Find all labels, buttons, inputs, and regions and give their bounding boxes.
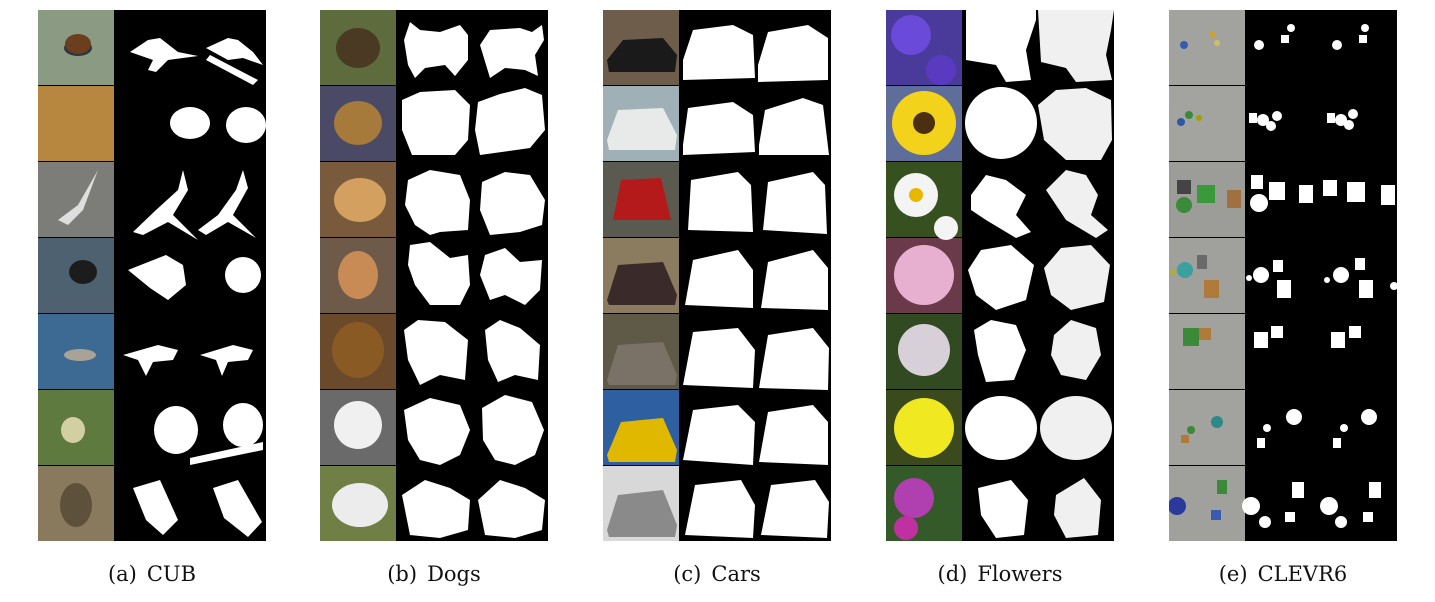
clevr6-photo-6	[1169, 390, 1245, 465]
cub-photo-5-bird	[64, 349, 96, 361]
flowers-grid	[886, 10, 1114, 541]
dogs-gt-masks	[402, 22, 470, 538]
cars-grid	[603, 10, 829, 541]
clevr6-photo-1	[1169, 10, 1245, 85]
panel-flowers	[886, 10, 1114, 541]
caption-name: Dogs	[427, 562, 481, 586]
caption-name: Cars	[711, 562, 761, 586]
caption-cars: (c) Cars	[603, 562, 831, 586]
caption-label: (a)	[107, 562, 137, 586]
caption-label: (c)	[673, 562, 702, 586]
flowers-gt-masks	[965, 10, 1037, 538]
clevr6-grid	[1169, 10, 1397, 541]
cub-grid	[38, 10, 266, 541]
panel-dogs	[320, 10, 548, 541]
cub-photo-2	[38, 86, 114, 161]
clevr6-photo-5	[1169, 314, 1245, 389]
cub-pred-masks	[190, 38, 266, 537]
cub-gt-masks	[123, 38, 210, 535]
cub-photo-3	[38, 162, 114, 237]
cub-photo-4-bird	[69, 260, 97, 284]
caption-cub: (a) CUB	[38, 562, 266, 586]
flowers-pred-masks	[1038, 10, 1114, 538]
cub-photo-3-bird	[58, 170, 98, 225]
caption-label: (e)	[1218, 562, 1248, 586]
panel-cars	[603, 10, 831, 541]
cub-photo-2-bird	[65, 34, 91, 54]
caption-name: CUB	[146, 562, 197, 586]
dogs-pred-masks	[475, 25, 545, 538]
cars-pred-masks	[758, 25, 829, 538]
caption-flowers: (d) Flowers	[886, 562, 1114, 586]
cub-photo-6-bird	[61, 417, 85, 443]
caption-label: (b)	[387, 562, 418, 586]
dogs-grid	[320, 10, 545, 541]
caption-label: (d)	[937, 562, 968, 586]
caption-name: Flowers	[977, 562, 1063, 586]
panel-cub	[38, 10, 266, 541]
clevr6-pred-masks	[1242, 24, 1397, 528]
cars-gt-masks	[683, 25, 755, 538]
cub-photo-7-bird	[60, 483, 92, 527]
panel-clevr6	[1169, 10, 1397, 541]
caption-dogs: (b) Dogs	[320, 562, 548, 586]
caption-clevr6: (e) CLEVR6	[1169, 562, 1397, 586]
caption-name: CLEVR6	[1257, 562, 1348, 586]
